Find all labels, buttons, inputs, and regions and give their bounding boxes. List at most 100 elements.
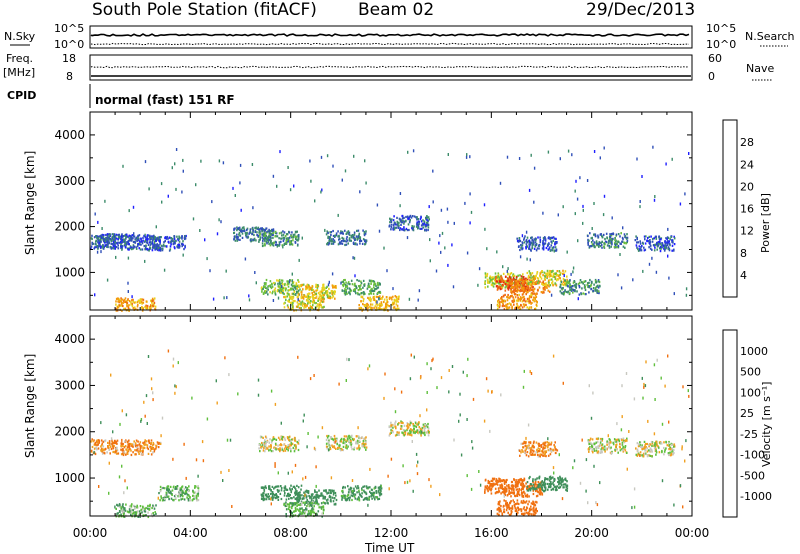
- data-cell: [157, 247, 160, 250]
- data-cell: [120, 246, 122, 250]
- data-cell: [621, 448, 623, 451]
- data-cell: [242, 229, 245, 232]
- data-cell: [495, 285, 498, 288]
- data-cell: [499, 283, 502, 286]
- data-cell: [521, 234, 524, 238]
- data-cell: [661, 246, 663, 249]
- data-cell: [98, 245, 100, 248]
- data-cell: [424, 223, 426, 226]
- data-cell: [383, 307, 385, 310]
- data-cell: [290, 442, 293, 445]
- data-cell: [402, 421, 404, 425]
- data-cell: [562, 269, 564, 272]
- data-cell: [353, 495, 356, 498]
- data-cell: [233, 235, 236, 238]
- data-cell: [302, 297, 305, 300]
- data-cell: [649, 450, 651, 453]
- data-cell: [317, 303, 319, 306]
- data-cell: [599, 444, 601, 447]
- data-cell: [534, 239, 537, 242]
- data-cell: [266, 495, 268, 498]
- data-cell: [359, 190, 361, 194]
- data-cell: [304, 288, 307, 291]
- data-cell: [425, 223, 427, 226]
- data-cell: [294, 286, 296, 289]
- data-cell: [178, 246, 181, 249]
- data-cell: [648, 445, 650, 448]
- data-cell: [261, 236, 264, 239]
- data-cell: [325, 499, 328, 502]
- data-cell: [296, 287, 298, 290]
- data-cell: [432, 200, 434, 204]
- data-cell: [565, 290, 568, 294]
- data-cell: [112, 442, 114, 445]
- data-cell: [218, 159, 221, 163]
- data-cell: [636, 241, 638, 244]
- data-cell: [533, 247, 536, 250]
- data-cell: [292, 292, 294, 295]
- data-cell: [361, 489, 363, 492]
- data-cell: [390, 296, 392, 299]
- data-cell: [524, 300, 527, 303]
- data-cell: [528, 444, 530, 447]
- data-cell: [665, 447, 667, 450]
- data-cell: [548, 236, 550, 239]
- data-cell: [91, 241, 93, 244]
- data-cell: [514, 280, 516, 283]
- data-cell: [147, 238, 149, 241]
- data-cell: [420, 216, 422, 219]
- data-cell: [545, 455, 547, 458]
- data-cell: [271, 243, 274, 246]
- data-cell: [259, 238, 261, 241]
- data-cell: [404, 431, 407, 434]
- data-cell: [660, 247, 662, 250]
- data-cell: [103, 448, 105, 452]
- data-cell: [389, 221, 391, 224]
- data-cell: [403, 220, 405, 223]
- data-cell: [685, 293, 688, 297]
- data-cell: [493, 279, 496, 282]
- data-cell: [264, 286, 267, 289]
- data-cell: [392, 301, 394, 304]
- data-cell: [342, 441, 345, 444]
- data-cell: [410, 434, 413, 437]
- data-cell: [397, 223, 399, 226]
- data-cell: [374, 498, 376, 501]
- y-tick-label: 2000: [54, 220, 85, 234]
- data-cell: [512, 290, 514, 293]
- data-cell: [388, 425, 391, 429]
- data-cell: [544, 239, 547, 242]
- data-cell: [263, 239, 266, 242]
- data-cell: [100, 240, 102, 243]
- data-cell: [621, 447, 624, 450]
- data-cell: [547, 454, 550, 457]
- data-cell: [416, 431, 419, 434]
- data-cell: [644, 448, 647, 452]
- data-cell: [280, 485, 282, 488]
- data-cell: [306, 284, 308, 287]
- data-cell: [137, 238, 139, 241]
- data-cell: [150, 447, 153, 450]
- data-cell: [544, 242, 547, 245]
- data-cell: [319, 290, 321, 293]
- data-cell: [287, 285, 290, 288]
- data-cell: [287, 166, 289, 169]
- data-cell: [605, 241, 608, 244]
- data-cell: [290, 301, 292, 304]
- data-cell: [127, 298, 129, 301]
- data-cell: [268, 487, 270, 490]
- data-cell: [425, 221, 428, 224]
- data-cell: [326, 293, 328, 296]
- data-cell: [117, 297, 119, 300]
- data-cell: [298, 280, 300, 283]
- data-cell: [117, 233, 119, 237]
- data-cell: [392, 219, 395, 222]
- data-cell: [648, 246, 650, 249]
- data-cell: [262, 436, 264, 439]
- data-cell: [399, 218, 402, 222]
- data-cell: [291, 301, 293, 304]
- data-cell: [315, 283, 317, 286]
- data-cell: [101, 227, 103, 230]
- data-cell: [151, 305, 153, 308]
- data-cell: [597, 286, 600, 289]
